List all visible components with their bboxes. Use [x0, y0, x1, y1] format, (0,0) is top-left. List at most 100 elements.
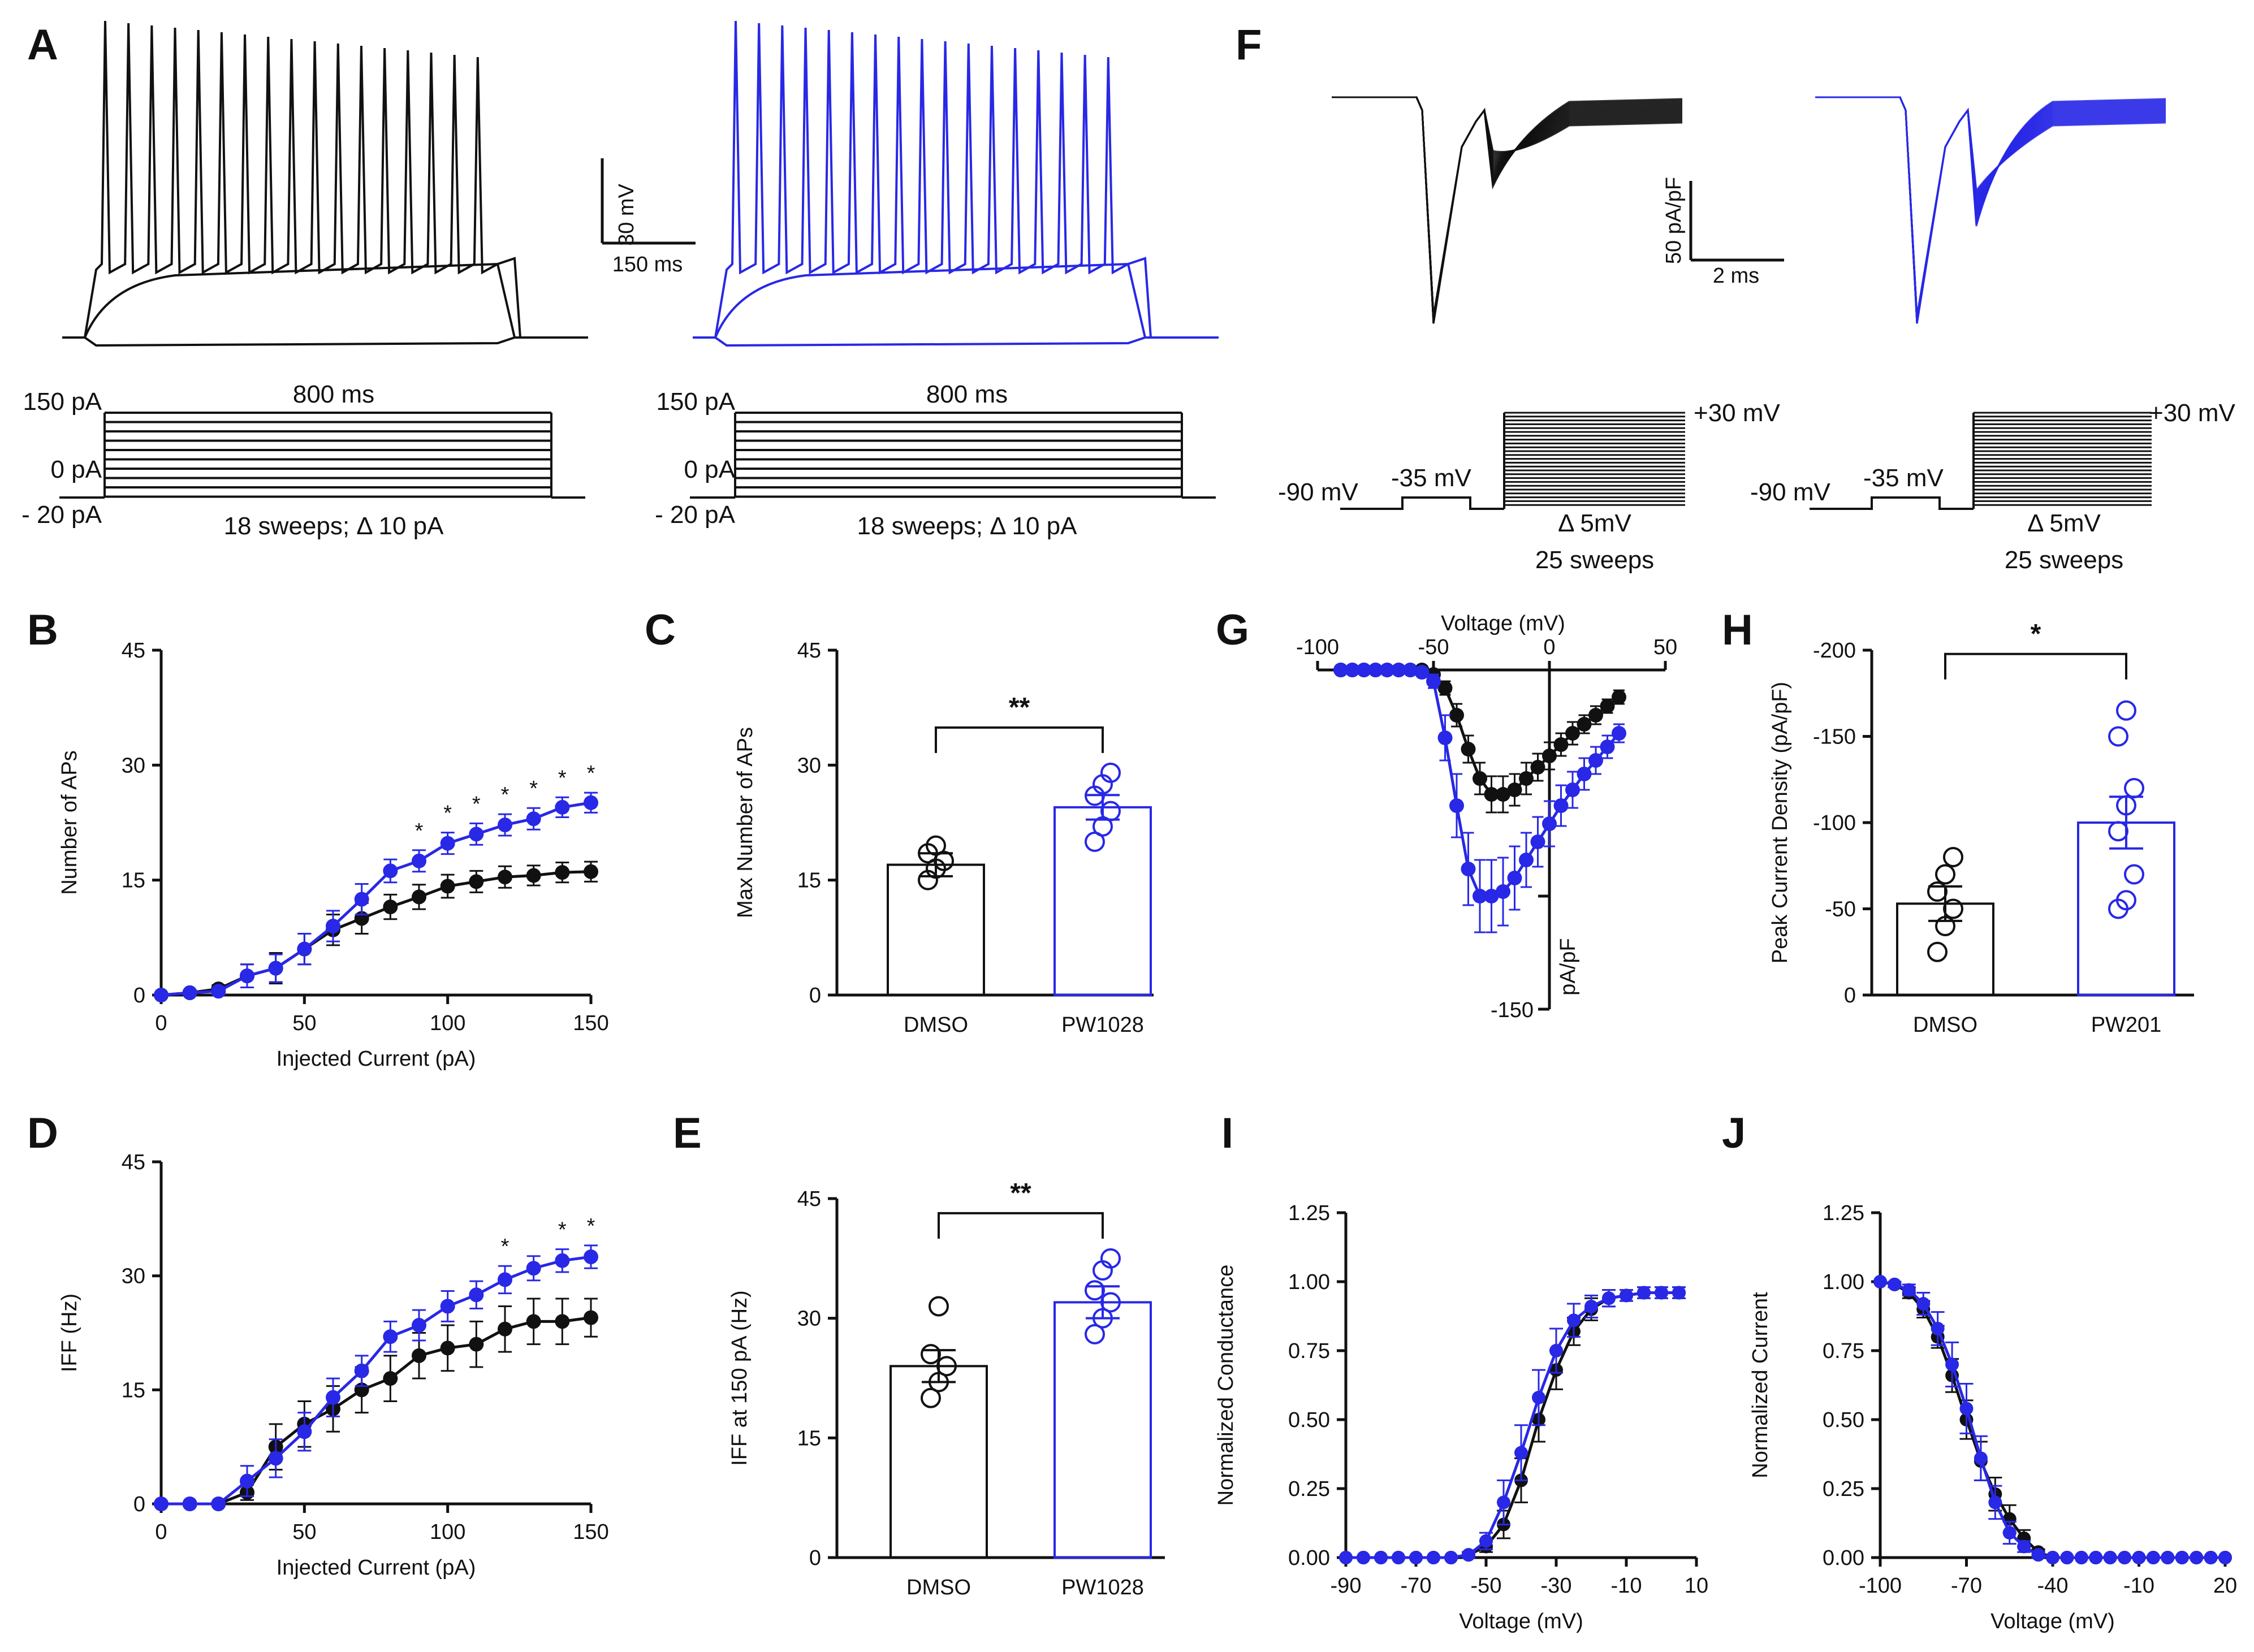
data-point-dmso: [412, 1348, 426, 1363]
na-current-sweep: [1332, 96, 1683, 321]
data-point-pw1028: [1514, 1446, 1528, 1460]
na-current-sweep: [1815, 96, 2166, 324]
data-point-pw1028: [1637, 1286, 1651, 1300]
current-protocol-dmso: 150 pA 0 pA - 20 pA 800 ms 18 sweeps; Δ …: [21, 380, 585, 540]
data-point-pw1028: [1916, 1297, 1931, 1311]
data-point-dmso: [469, 874, 484, 889]
significance-star: *: [558, 766, 567, 790]
data-point-pw1028: [1588, 753, 1603, 768]
protocol-max-label: +30 mV: [2149, 399, 2236, 427]
data-point-pw1028: [1553, 798, 1569, 813]
data-point-pw1028: [469, 827, 484, 842]
individual-point-pw201: [2124, 864, 2144, 885]
data-point-dmso: [498, 1321, 512, 1337]
na-current-sweep: [1332, 96, 1683, 324]
significance-bracket: [938, 1212, 1104, 1239]
significance-label: **: [1009, 693, 1030, 723]
data-point-dmso: [469, 1337, 484, 1352]
data-point-dmso: [584, 1310, 598, 1325]
sodium-current-traces-dmso: [1332, 96, 1683, 324]
data-point-pw1028: [2074, 1551, 2088, 1564]
individual-point-dmso: [926, 835, 946, 856]
data-point-pw1028: [182, 1497, 197, 1511]
panel-label-i: I: [1221, 1109, 1233, 1157]
protocol-hold-label: -90 mV: [1750, 478, 1830, 506]
x-tick-label: -100: [1859, 1574, 1902, 1598]
na-current-sweep: [1332, 96, 1683, 317]
chart-j-normalized-current: -100 -70 -40 -10 20 0.00 0.25 0.50 0.75 1.00 1.25 V…: [1748, 1201, 2237, 1633]
na-current-sweep: [1332, 96, 1683, 324]
na-current-sweep: [1815, 96, 2166, 321]
panel-label-a: A: [27, 21, 58, 69]
scalebar-a-voltage: 30 mV: [615, 183, 638, 245]
y-tick-label: 1.25: [1823, 1201, 1864, 1225]
data-point-pw1028: [1339, 1551, 1353, 1564]
x-tick-label: -90: [1331, 1574, 1362, 1598]
individual-point-dmso: [929, 1372, 949, 1392]
na-current-sweep: [1332, 96, 1683, 324]
series-line-dmso: [161, 870, 591, 997]
data-point-pw1028: [2218, 1551, 2232, 1564]
data-point-pw1028: [1374, 1551, 1388, 1564]
data-point-pw1028: [326, 1390, 340, 1405]
na-current-sweep: [1332, 96, 1683, 317]
na-current-sweep: [1332, 96, 1683, 317]
na-current-sweep: [1815, 96, 2166, 317]
y-axis-label: IFF (Hz): [58, 1294, 81, 1372]
na-current-sweep: [1815, 96, 2166, 324]
data-point-dmso: [1496, 787, 1510, 802]
data-point-pw1028: [412, 853, 426, 868]
significance-star: *: [501, 1235, 509, 1259]
data-point-pw1028: [1426, 674, 1441, 689]
y-tick-label: 0: [133, 1493, 145, 1516]
data-point-pw1028: [211, 984, 226, 999]
data-point-pw1028: [2089, 1551, 2103, 1564]
data-point-pw1028: [1357, 1551, 1370, 1564]
data-point-pw1028: [354, 892, 369, 907]
data-point-pw1028: [1368, 663, 1383, 677]
na-current-sweep: [1815, 96, 2166, 324]
data-point-pw1028: [584, 795, 598, 810]
data-point-pw1028: [2190, 1551, 2204, 1564]
x-axis-label: Injected Current (pA): [277, 1047, 476, 1071]
individual-point-dmso: [1927, 941, 1948, 962]
data-point-pw1028: [440, 836, 455, 851]
individual-point-dmso: [921, 1344, 941, 1365]
data-point-pw1028: [240, 968, 254, 984]
protocol-bottom-label: - 20 pA: [655, 501, 736, 529]
data-point-pw1028: [584, 1249, 598, 1265]
na-current-sweep: [1815, 96, 2166, 317]
y-tick-label: 15: [122, 869, 145, 893]
y-tick-label: 0: [809, 984, 821, 1007]
data-point-pw1028: [1945, 1357, 1959, 1372]
data-point-pw1028: [1620, 1288, 1633, 1303]
ap-traces-dmso: [62, 20, 588, 347]
data-point-pw1028: [1549, 1344, 1563, 1357]
data-point-pw1028: [1577, 767, 1592, 781]
individual-point-pw201: [2108, 726, 2128, 747]
y-tick-label: 0: [1844, 984, 1856, 1007]
panel-a: A 30 mV 150 ms 150 pA 0 pA - 20 pA 800 m…: [21, 20, 1219, 540]
y-tick-label: 15: [797, 1426, 821, 1450]
na-current-sweep: [1815, 96, 2166, 324]
sweep-subthreshold: [693, 262, 1219, 339]
data-point-dmso: [555, 865, 570, 880]
individual-point-pw201: [2124, 778, 2144, 798]
individual-point-pw1028: [1100, 1248, 1121, 1269]
data-point-pw1028: [182, 985, 197, 1000]
y-axis-label: Normalized Conductance: [1214, 1265, 1238, 1506]
data-point-pw1028: [1567, 1313, 1581, 1327]
x-tick-label: 150: [573, 1011, 608, 1035]
data-point-pw1028: [1600, 739, 1615, 754]
data-point-pw1028: [154, 988, 169, 1002]
x-tick-label: -10: [2123, 1574, 2154, 1598]
na-current-sweep: [1332, 96, 1683, 321]
x-tick-label: 100: [430, 1520, 465, 1544]
individual-point-pw201: [2108, 821, 2128, 842]
series-line-dmso: [1346, 1291, 1679, 1559]
data-point-pw1028: [1959, 1402, 1974, 1416]
y-tick-label: 0.00: [1823, 1546, 1864, 1570]
sweep-spiking: [62, 20, 588, 339]
data-point-pw1028: [2146, 1551, 2160, 1564]
data-point-pw1028: [2118, 1551, 2132, 1564]
